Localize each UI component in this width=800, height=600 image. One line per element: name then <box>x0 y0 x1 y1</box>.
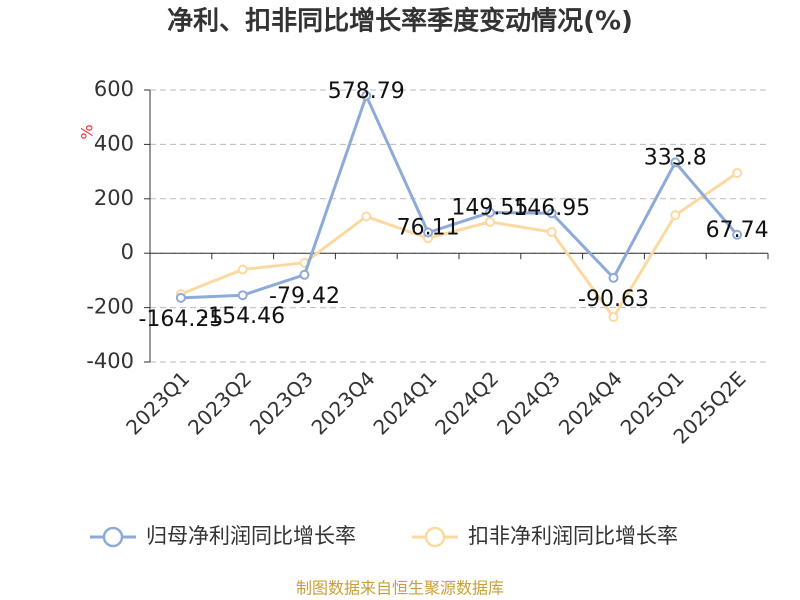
legend-label: 归母净利润同比增长率 <box>146 524 356 548</box>
value-label: 333.8 <box>644 145 707 170</box>
point <box>546 208 557 219</box>
x-tick-label: 2023Q4 <box>307 366 380 439</box>
point <box>361 211 372 222</box>
y-tick-label: -400 <box>86 349 134 373</box>
source-note: 制图数据来自恒生聚源数据库 <box>296 579 504 598</box>
x-tick-label: 2023Q3 <box>245 366 318 439</box>
point <box>732 167 743 178</box>
value-label: -164.25 <box>138 307 223 332</box>
point <box>732 229 743 240</box>
legend-marker <box>424 526 446 548</box>
point <box>237 290 248 301</box>
value-label: 578.79 <box>328 79 405 104</box>
point <box>423 227 434 238</box>
x-tick-label: 2024Q1 <box>368 366 441 439</box>
point <box>546 226 557 237</box>
x-tick-label: 2024Q4 <box>554 366 627 439</box>
value-label: 76.11 <box>397 215 460 240</box>
y-tick-label: -200 <box>86 295 134 319</box>
x-tick-label: 2023Q2 <box>183 366 256 439</box>
point <box>608 272 619 283</box>
value-label: -154.46 <box>200 304 285 329</box>
y-tick-label: 0 <box>121 240 134 264</box>
legend-label: 扣非净利润同比增长率 <box>468 524 678 548</box>
value-label: -79.42 <box>269 284 340 309</box>
point <box>670 210 681 221</box>
point <box>608 312 619 323</box>
point <box>175 292 186 303</box>
point <box>237 264 248 275</box>
chart-title: 净利、扣非同比增长率季度变动情况(%) <box>167 6 633 37</box>
point <box>484 216 495 227</box>
series-line <box>180 91 739 300</box>
y-tick-label: 600 <box>94 77 134 101</box>
series-line <box>180 171 738 320</box>
legend-marker <box>102 526 124 548</box>
value-label: 67.74 <box>706 218 769 243</box>
value-label: 146.95 <box>513 196 590 221</box>
point <box>670 157 681 168</box>
x-tick-label: 2023Q1 <box>121 366 194 439</box>
point <box>299 269 310 280</box>
point <box>484 207 495 218</box>
y-tick-label: 400 <box>94 131 134 155</box>
y-tick-label: 200 <box>94 186 134 210</box>
point <box>361 90 372 101</box>
y-axis-label: % <box>78 124 97 139</box>
value-label: 149.55 <box>451 196 528 221</box>
x-tick-label: 2024Q2 <box>430 366 503 439</box>
value-label: -90.63 <box>578 287 649 312</box>
x-tick-label: 2024Q3 <box>492 366 565 439</box>
